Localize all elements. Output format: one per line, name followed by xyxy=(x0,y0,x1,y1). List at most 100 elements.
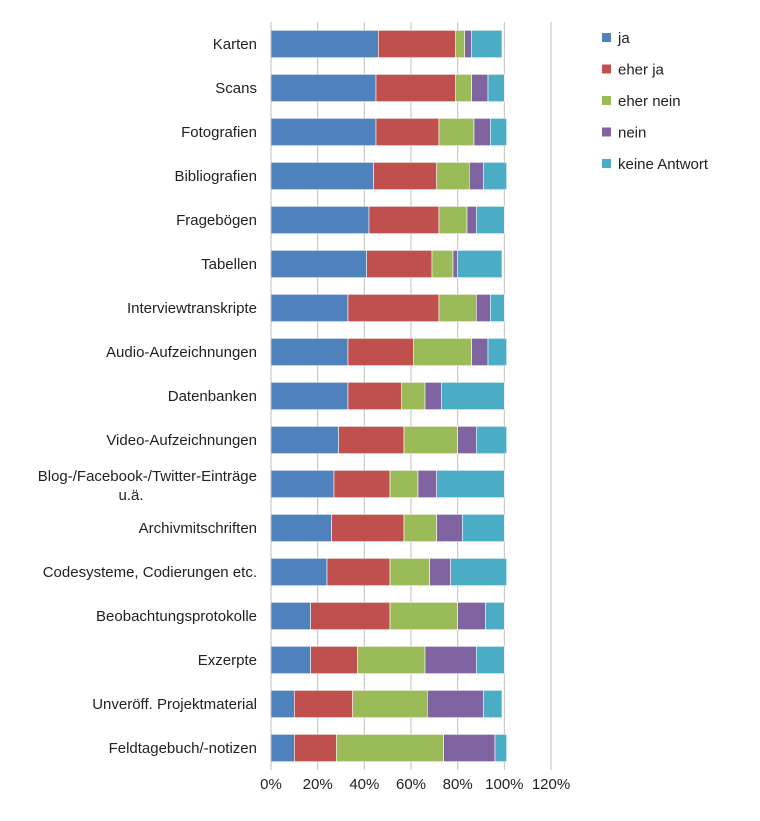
bar-segment xyxy=(424,646,477,674)
x-tick-label: 20% xyxy=(303,776,333,793)
bar-segment xyxy=(270,206,370,234)
bar-segment xyxy=(326,558,391,586)
bar-segment xyxy=(487,74,505,102)
bar-segment xyxy=(438,206,468,234)
bar-segment xyxy=(270,646,311,674)
bar-segment xyxy=(413,338,472,366)
legend-swatch xyxy=(602,159,611,168)
bar-segment xyxy=(270,118,377,146)
bar-segment xyxy=(270,338,349,366)
bar-segment xyxy=(331,514,405,542)
bar-segment xyxy=(450,558,507,586)
bar-segment xyxy=(403,426,458,454)
legend: ja eher ja eher nein nein keine Antwort xyxy=(602,30,709,173)
bar-segment xyxy=(452,250,458,278)
bar-segment xyxy=(471,338,489,366)
x-tick-labels: 0% 20% 40% 60% 80% 100% 120% xyxy=(260,776,570,793)
category-label: Fotografien xyxy=(181,124,257,141)
legend-label: nein xyxy=(618,125,646,142)
bar-segment xyxy=(436,470,505,498)
category-label: Fragebögen xyxy=(176,212,257,229)
bar-segment xyxy=(294,690,353,718)
category-label: Unveröff. Projektmaterial xyxy=(92,696,257,713)
category-labels: Karten Scans Fotografien Bibliografien Frage… xyxy=(38,36,257,757)
category-label: Scans xyxy=(215,80,257,97)
bar-segment xyxy=(310,602,391,630)
category-label: Audio-Aufzeichnungen xyxy=(106,344,257,361)
bar-segment xyxy=(270,426,339,454)
bar-segment xyxy=(490,118,507,146)
bar-segment xyxy=(270,74,377,102)
category-label: Exzerpte xyxy=(198,652,257,669)
bar-segment xyxy=(403,514,437,542)
bar-segment xyxy=(443,734,496,762)
category-label: Bibliografien xyxy=(174,168,257,185)
bar-segment xyxy=(270,162,374,190)
bar-segment xyxy=(427,690,484,718)
category-label: Feldtagebuch/-notizen xyxy=(109,740,257,757)
bar-segment xyxy=(338,426,405,454)
bar-segment xyxy=(270,382,349,410)
bar-segment xyxy=(270,294,349,322)
bar-segment xyxy=(424,382,442,410)
bar-segment xyxy=(469,162,484,190)
category-label: Datenbanken xyxy=(168,388,257,405)
bar-segment xyxy=(336,734,444,762)
category-label: Karten xyxy=(213,36,257,53)
bar-segment xyxy=(457,426,477,454)
category-label: Codesysteme, Codierungen etc. xyxy=(43,564,257,581)
bar-segment xyxy=(485,602,505,630)
legend-label: eher nein xyxy=(618,93,681,110)
bar-segment xyxy=(310,646,358,674)
category-label: Beobachtungsprotokolle xyxy=(96,608,257,625)
bar-segment xyxy=(270,30,379,58)
bar-segment xyxy=(473,118,491,146)
bar-segment xyxy=(378,30,456,58)
bar-segment xyxy=(347,338,414,366)
x-tick-label: 100% xyxy=(485,776,523,793)
x-tick-label: 60% xyxy=(396,776,426,793)
legend-label: ja xyxy=(617,30,630,47)
bar-segment xyxy=(270,734,295,762)
category-label: Archivmitschriften xyxy=(139,520,257,537)
bar-segment xyxy=(375,118,440,146)
bar-segment xyxy=(429,558,451,586)
legend-label: eher ja xyxy=(618,62,665,79)
bar-segment xyxy=(457,250,503,278)
bar-segment xyxy=(466,206,477,234)
bar-segment xyxy=(483,690,503,718)
category-label: Video-Aufzeichnungen xyxy=(106,432,257,449)
bar-segment xyxy=(438,294,477,322)
category-label: Tabellen xyxy=(201,256,257,273)
x-tick-label: 80% xyxy=(443,776,473,793)
bar-segment xyxy=(366,250,433,278)
bar-segment xyxy=(270,690,295,718)
bar-segment xyxy=(389,470,419,498)
bar-segment xyxy=(389,558,430,586)
x-tick-label: 40% xyxy=(349,776,379,793)
category-label: Blog-/Facebook-/Twitter-Einträge u.ä. xyxy=(38,468,257,504)
bar-segment xyxy=(471,30,503,58)
bar-segment xyxy=(401,382,426,410)
x-tick-label: 0% xyxy=(260,776,282,793)
legend-swatch xyxy=(602,96,611,105)
bar-segment xyxy=(494,734,507,762)
bar-segment xyxy=(357,646,426,674)
bar-segment xyxy=(417,470,437,498)
bar-segment xyxy=(455,30,465,58)
category-label: Interviewtranskripte xyxy=(127,300,257,317)
bar-segment xyxy=(476,294,491,322)
bar-segment xyxy=(476,206,505,234)
bar-segment xyxy=(441,382,505,410)
x-tick-label: 120% xyxy=(532,776,570,793)
bar-segment xyxy=(270,514,332,542)
bar-segment xyxy=(436,514,463,542)
legend-swatch xyxy=(602,33,611,42)
bar-segment xyxy=(462,514,505,542)
bar-segment xyxy=(375,74,456,102)
bar-segment xyxy=(431,250,454,278)
bar-segment xyxy=(270,470,335,498)
bar-segment xyxy=(347,294,440,322)
bar-segment xyxy=(455,74,472,102)
bar-segment xyxy=(347,382,402,410)
